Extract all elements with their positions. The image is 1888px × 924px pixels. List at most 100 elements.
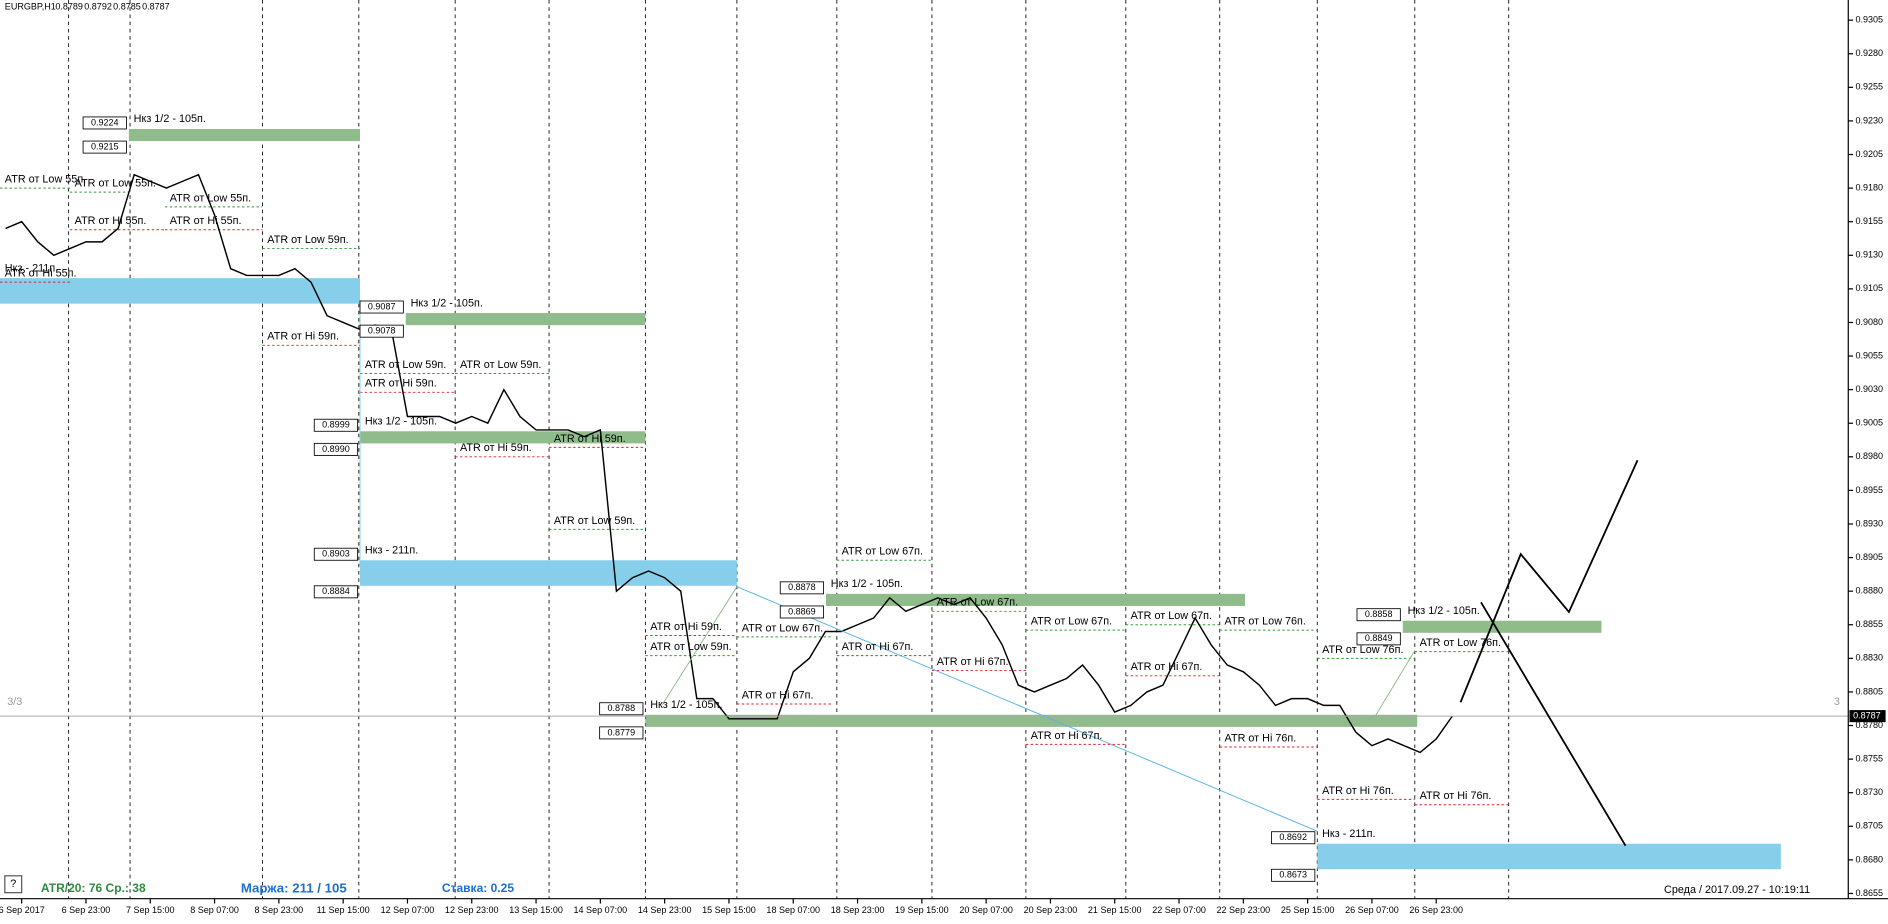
zone-price-label: 0.9224 xyxy=(91,117,119,127)
zone-label: Нкз 1/2 - 105п. xyxy=(650,699,722,711)
zone-label: Нкз 1/2 - 105п. xyxy=(831,578,903,590)
rate-info: Ставка: 0.25 xyxy=(442,881,514,895)
price-label-box xyxy=(82,116,127,130)
atr-label: ATR от Hi 59п. xyxy=(365,378,437,390)
x-tick-label: 12 Sep 07:00 xyxy=(381,905,435,915)
trend-line xyxy=(736,586,1318,832)
quote-value: 0.8785 xyxy=(113,2,141,12)
zone xyxy=(826,593,1246,606)
y-tick-label: 0.8705 xyxy=(1855,821,1883,831)
atr-label: ATR от Low 59п. xyxy=(365,359,446,371)
zone-label: Нкз 1/2 - 105п. xyxy=(411,297,483,309)
price-label-box xyxy=(313,547,359,561)
atr-label: ATR от Hi 76п. xyxy=(1322,785,1394,797)
y-tick-label: 0.9205 xyxy=(1855,149,1883,159)
y-tick-label: 0.8680 xyxy=(1855,854,1883,864)
atr-label: ATR от Low 67п. xyxy=(1031,616,1112,628)
x-tick-label: 25 Sep 15:00 xyxy=(1281,905,1335,915)
server-time: Среда / 2017.09.27 - 10:19:11 xyxy=(1664,884,1810,896)
plot-layer xyxy=(0,0,1849,899)
x-tick-label: 26 Sep 23:00 xyxy=(1409,905,1463,915)
atr-label: ATR от Low 55п. xyxy=(5,174,86,186)
zone-label: Нкз - 211п. xyxy=(365,544,418,556)
price-label-box xyxy=(779,581,825,595)
quote-value: 0.8792 xyxy=(84,2,112,12)
help-button[interactable] xyxy=(4,875,23,894)
atr-label: ATR от Low 59п. xyxy=(267,234,348,246)
y-tick-label: 0.8730 xyxy=(1855,787,1883,797)
subwindow-tag: 3/3 xyxy=(7,696,22,708)
y-tick-label: 0.8805 xyxy=(1855,686,1883,696)
y-tick-label: 0.8755 xyxy=(1855,753,1883,763)
y-tick-label: 0.9305 xyxy=(1855,15,1883,25)
zone-price-label: 0.8878 xyxy=(788,582,816,592)
atr-label: ATR от Hi 67п. xyxy=(1031,730,1103,742)
zone-price-label: 0.8903 xyxy=(322,549,350,559)
x-tick-label: 6 Sep 2017 xyxy=(0,905,45,915)
atr-label: ATR от Low 59п. xyxy=(650,641,731,653)
zone-label: Нкз 1/2 - 105п. xyxy=(365,416,437,428)
atr-label: ATR от Low 67п. xyxy=(937,597,1018,609)
atr-label: ATR от Hi 55п. xyxy=(75,215,147,227)
x-tick-label: 14 Sep 07:00 xyxy=(574,905,628,915)
y-tick-label: 0.8830 xyxy=(1855,653,1883,663)
y-tick-label: 0.8880 xyxy=(1855,586,1883,596)
trend-line xyxy=(1372,650,1416,721)
x-tick-label: 6 Sep 23:00 xyxy=(62,905,111,915)
atr-label: ATR от Hi 76п. xyxy=(1420,790,1492,802)
x-tick-label: 19 Sep 15:00 xyxy=(895,905,949,915)
atr-label: ATR от Hi 55п. xyxy=(170,215,242,227)
y-tick-label: 0.9230 xyxy=(1855,115,1883,125)
subwindow-tag: 3 xyxy=(1834,696,1840,708)
atr-label: ATR от Hi 76п. xyxy=(1225,732,1297,744)
atr-info: ATR/20: 76 Ср.: 38 xyxy=(41,881,146,895)
atr-label: ATR от Low 76п. xyxy=(1420,637,1501,649)
zone-price-label: 0.8673 xyxy=(1279,870,1307,880)
atr-label: ATR от Hi 59п. xyxy=(554,433,626,445)
last-price-label: 0.8787 xyxy=(1853,711,1881,721)
x-tick-label: 11 Sep 15:00 xyxy=(317,905,370,915)
zone xyxy=(360,560,737,586)
x-tick-label: 26 Sep 07:00 xyxy=(1345,905,1399,915)
x-tick-label: 20 Sep 23:00 xyxy=(1024,905,1078,915)
atr-label: ATR от Low 67п. xyxy=(742,622,823,634)
x-tick-label: 22 Sep 07:00 xyxy=(1152,905,1206,915)
y-tick-label: 0.9080 xyxy=(1855,317,1883,327)
atr-label: ATR от Hi 59п. xyxy=(650,621,722,633)
atr-label: ATR от Low 55п. xyxy=(75,178,156,190)
y-tick-label: 0.8980 xyxy=(1855,451,1883,461)
zone xyxy=(360,431,646,444)
x-tick-label: 13 Sep 15:00 xyxy=(509,905,563,915)
trend-line xyxy=(661,586,738,706)
zone-label: Нкз 1/2 - 105п. xyxy=(1408,605,1480,617)
x-tick-label: 20 Sep 07:00 xyxy=(959,905,1013,915)
projection-line xyxy=(1480,601,1627,847)
zone-price-label: 0.8990 xyxy=(322,444,350,454)
price-line xyxy=(5,173,1453,754)
y-tick-label: 0.9005 xyxy=(1855,418,1883,428)
y-tick-label: 0.9055 xyxy=(1855,350,1883,360)
atr-label: ATR от Hi 67п. xyxy=(937,656,1009,668)
atr-label: ATR от Low 67п. xyxy=(842,546,923,558)
zone-price-label: 0.9215 xyxy=(91,141,119,151)
y-tick-label: 0.8855 xyxy=(1855,619,1883,629)
zone xyxy=(1317,843,1781,870)
y-tick-label: 0.9030 xyxy=(1855,384,1883,394)
price-label-box xyxy=(82,140,127,154)
y-tick-label: 0.8905 xyxy=(1855,552,1883,562)
quote-value: 0.8787 xyxy=(142,2,170,12)
price-label-box xyxy=(779,605,825,619)
atr-label: ATR от Low 59п. xyxy=(460,359,541,371)
zone-price-label: 0.9087 xyxy=(368,301,396,311)
zone-price-label: 0.9078 xyxy=(368,326,396,336)
price-label-box xyxy=(1271,831,1316,845)
y-tick-label: 0.8655 xyxy=(1855,888,1883,898)
y-tick-label: 0.9280 xyxy=(1855,48,1883,58)
y-tick-label: 0.9180 xyxy=(1855,182,1883,192)
y-tick-label: 0.9155 xyxy=(1855,216,1883,226)
x-tick-label: 8 Sep 23:00 xyxy=(255,905,304,915)
atr-label: ATR от Hi 67п. xyxy=(842,641,914,653)
